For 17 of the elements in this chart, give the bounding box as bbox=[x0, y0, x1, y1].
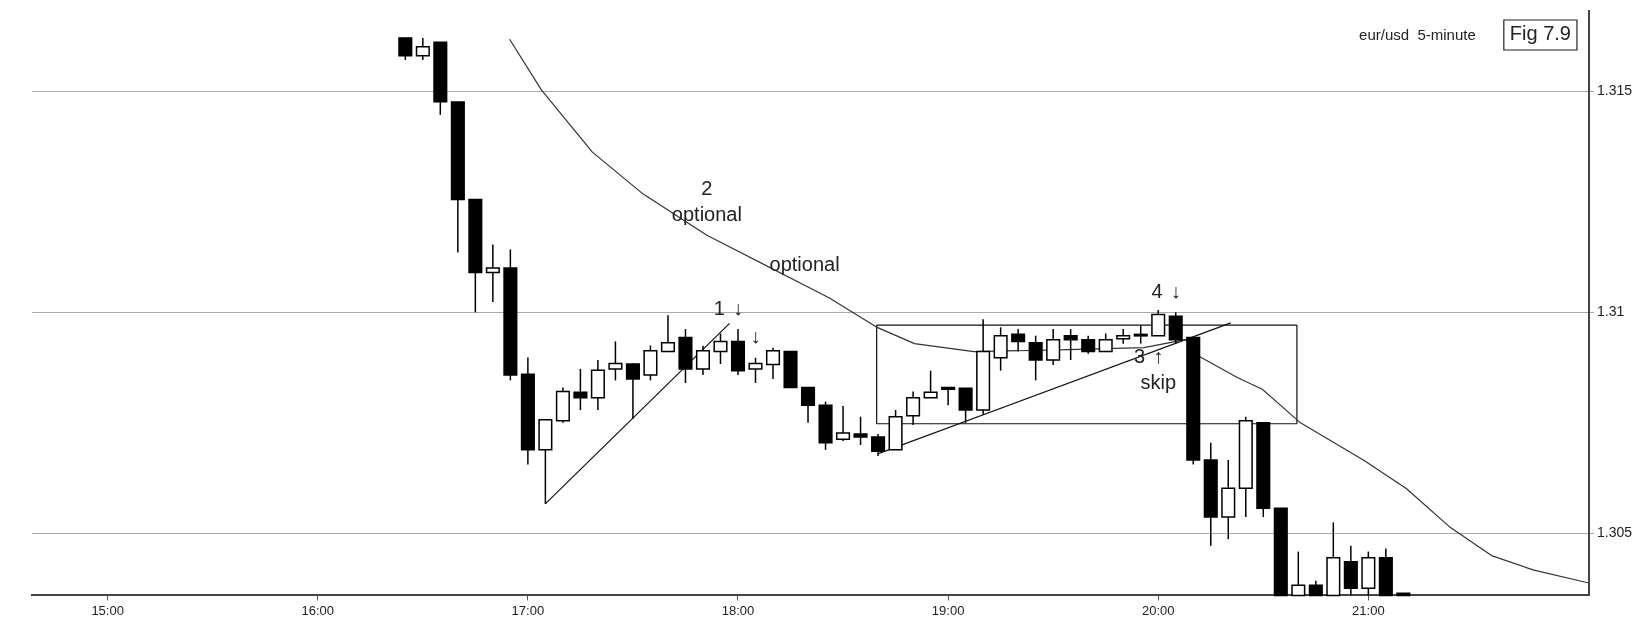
annotation: 2 optional bbox=[671, 176, 742, 225]
annotation: optional bbox=[769, 252, 840, 275]
annotation: 1 ↓ bbox=[713, 296, 743, 319]
x-tick-label: 17:00 bbox=[511, 602, 545, 618]
y-tick-label: 1.31 bbox=[1596, 303, 1625, 320]
annotation: ↓ bbox=[750, 325, 761, 348]
annotation: 4 ↓ bbox=[1151, 279, 1181, 302]
annotation: Fig 7.9 bbox=[1509, 21, 1571, 44]
x-tick-label: 21:00 bbox=[1352, 602, 1385, 618]
x-tick-label: 20:00 bbox=[1141, 602, 1175, 618]
x-tick-label: 18:00 bbox=[721, 602, 755, 618]
x-tick-label: 16:00 bbox=[301, 602, 335, 618]
x-tick-label: 19:00 bbox=[931, 602, 965, 618]
y-tick-label: 1.305 bbox=[1596, 524, 1633, 541]
x-tick-label: 15:00 bbox=[91, 602, 124, 618]
text: eur/usd 5-minute bbox=[1359, 26, 1476, 44]
y-tick-label: 1.315 bbox=[1596, 81, 1633, 98]
